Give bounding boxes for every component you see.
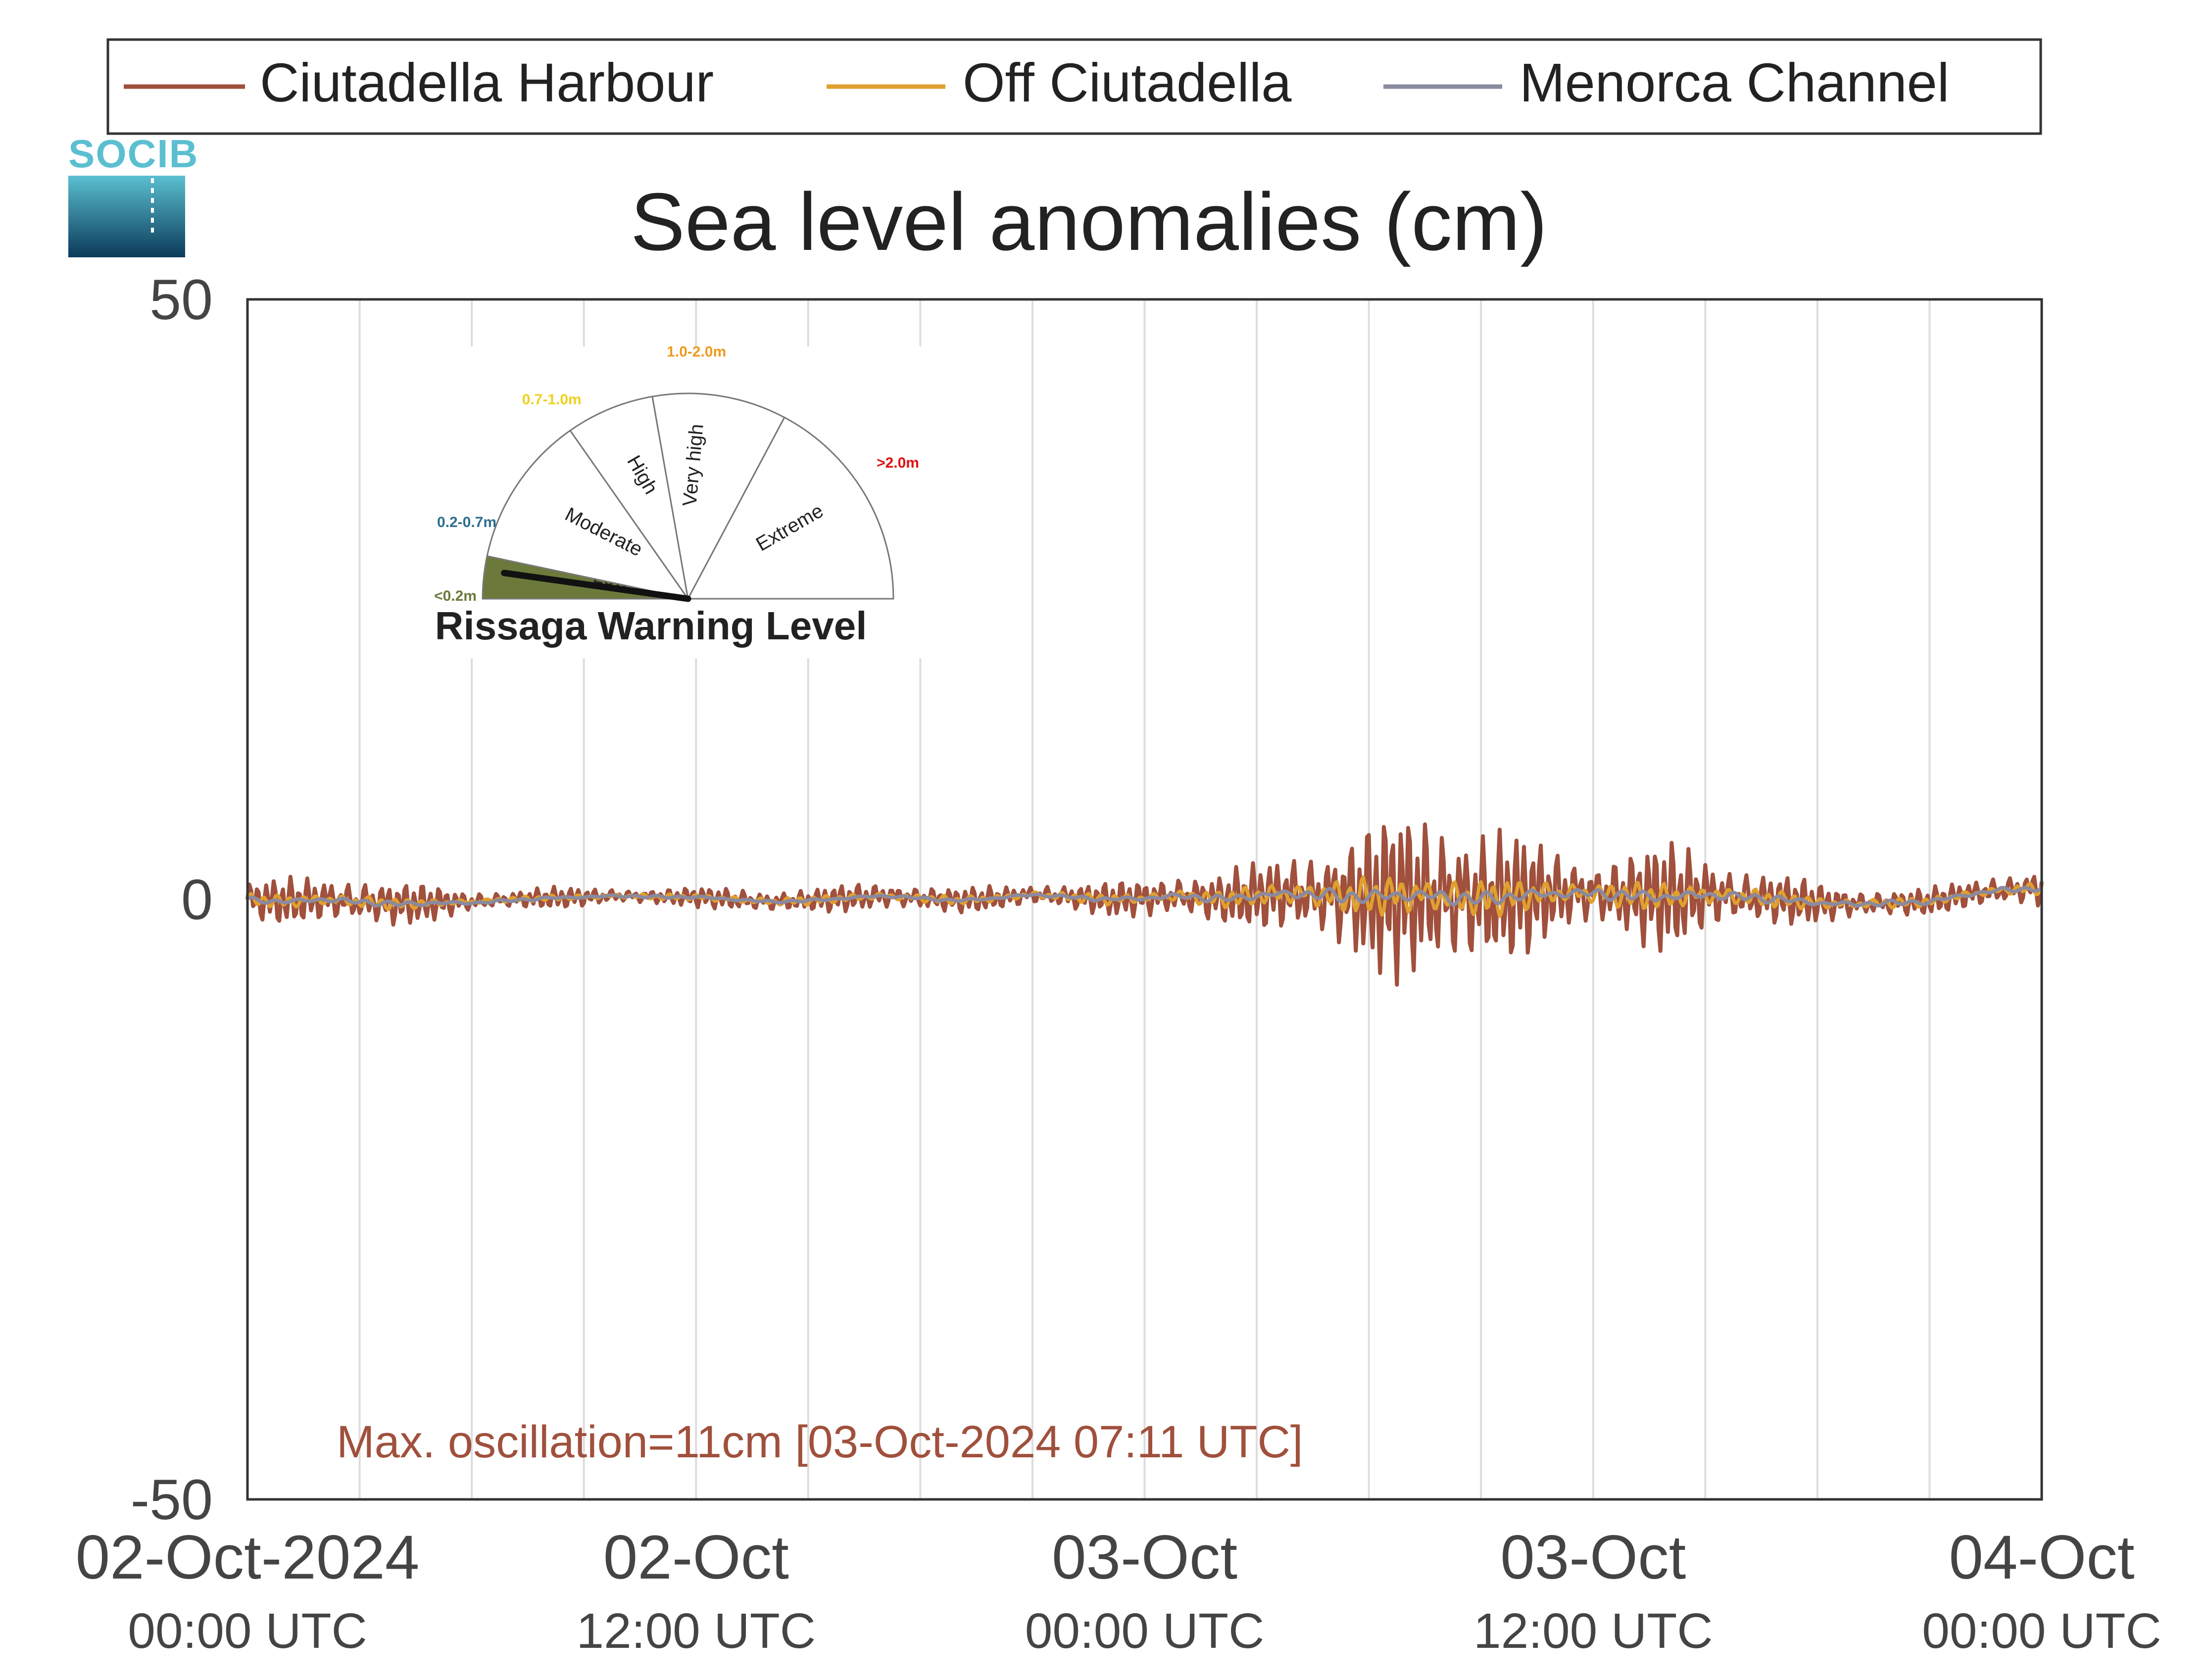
gauge-needle [501, 570, 691, 602]
y-tick-label: -50 [131, 1468, 213, 1532]
gauge-range-label: 1.0-2.0m [667, 343, 726, 360]
series-line-ciutadella-harbour [245, 822, 2044, 987]
y-axis-ticks: -50 0 50 [131, 268, 213, 1532]
x-tick-date: 04-Oct [1949, 1523, 2134, 1592]
gauge-title: Rissaga Warning Level [435, 604, 867, 648]
gauge-sector-moderate [486, 429, 690, 600]
gauge-range-label: 0.7-1.0m [522, 391, 582, 408]
gauge-sector-very-high [651, 392, 785, 601]
series-lines [245, 822, 2044, 987]
chart-title: Sea level anomalies (cm) [631, 176, 1547, 267]
x-tick-date: 02-Oct-2024 [76, 1523, 420, 1592]
gauge-range-label: 0.2-0.7m [437, 514, 496, 530]
legend-box [106, 38, 2042, 135]
legend-label-menorca-channel: Menorca Channel [1520, 52, 1949, 113]
legend: Ciutadella Harbour Off Ciutadella Menorc… [106, 38, 2042, 135]
x-tick-time: 00:00 UTC [1922, 1603, 2161, 1659]
y-tick-label: 50 [149, 268, 213, 332]
logo-text: SOCIB [68, 132, 198, 176]
gauge-sector-high [569, 395, 689, 599]
x-tick-time: 00:00 UTC [1025, 1603, 1265, 1659]
x-tick-date: 02-Oct [603, 1523, 789, 1592]
gauge-range-label: <0.2m [434, 588, 477, 604]
x-tick-time: 12:00 UTC [576, 1603, 816, 1659]
gauge-sector-extreme [687, 416, 894, 600]
series-line-menorca-channel [246, 886, 2043, 908]
socib-logo: SOCIB [68, 132, 198, 257]
plot-frame [246, 298, 2043, 1501]
logo-wave-block [68, 176, 185, 257]
legend-label-off-ciutadella: Off Ciutadella [963, 52, 1292, 113]
y-tick-label: 0 [181, 868, 213, 932]
x-tick-time: 12:00 UTC [1473, 1603, 1713, 1659]
x-tick-date: 03-Oct [1500, 1523, 1686, 1592]
gauge-range-label: >2.0m [877, 455, 919, 471]
rissaga-warning-gauge: Low<0.2mModerate0.2-0.7mHigh0.7-1.0mVery… [401, 343, 928, 658]
max-oscillation-annotation: Max. oscillation=11cm [03-Oct-2024 07:11… [337, 1417, 1303, 1467]
x-tick-date: 03-Oct [1052, 1523, 1237, 1592]
x-axis-ticks: 02-Oct-2024 00:00 UTC 02-Oct 12:00 UTC 03-Oc… [76, 1523, 2161, 1659]
gauge-sectors: Low<0.2mModerate0.2-0.7mHigh0.7-1.0mVery… [434, 343, 919, 604]
legend-label-ciutadella-harbour: Ciutadella Harbour [260, 52, 714, 113]
x-tick-time: 00:00 UTC [128, 1603, 367, 1659]
